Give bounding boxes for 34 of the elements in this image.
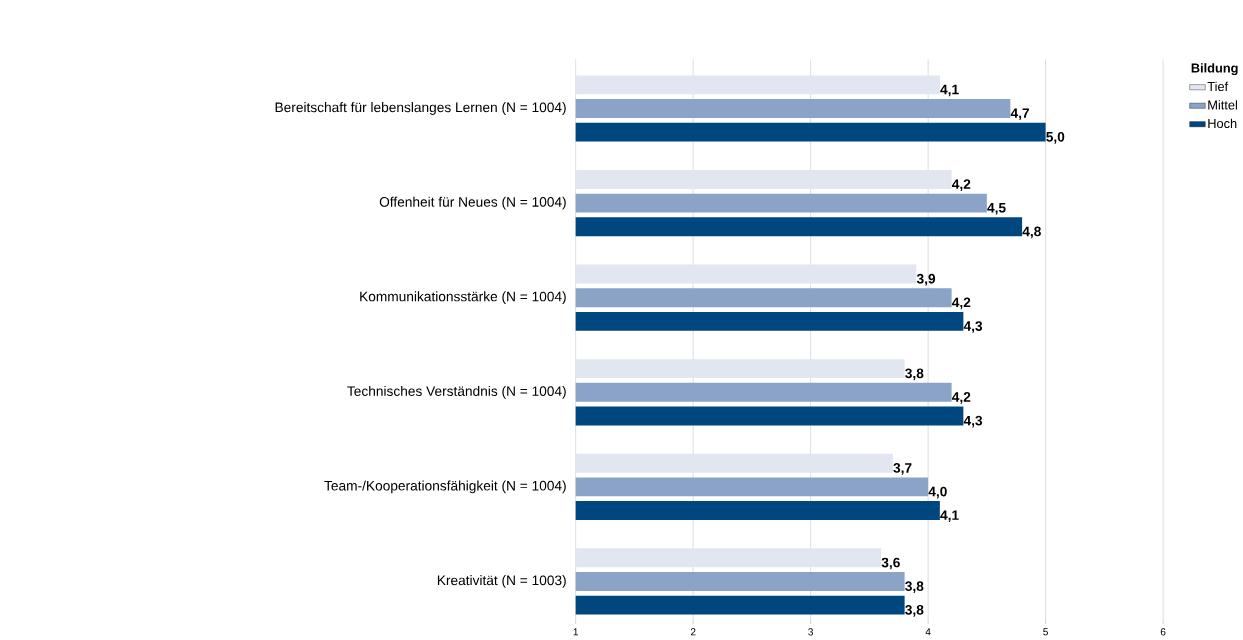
data-label: 4,1 bbox=[940, 84, 959, 97]
data-label: 3,9 bbox=[916, 274, 936, 286]
y-tick-label: Kommunikationsstärke (N = 1004) bbox=[360, 291, 566, 305]
data-label: 4,2 bbox=[952, 297, 971, 310]
data-label: 3,8 bbox=[905, 581, 924, 594]
y-tick-label: Bereitschaft für lebenslanges Lernen (N = 1004) bbox=[275, 102, 566, 116]
x-tick-label: 6 bbox=[1160, 628, 1166, 636]
y-tick-label: Team-/Kooperationsfähigkeit (N = 1004) bbox=[324, 480, 566, 494]
x-tick-label: 3 bbox=[808, 628, 813, 636]
x-tick-label: 1 bbox=[573, 628, 578, 636]
legend-label: Hoch bbox=[1208, 118, 1237, 129]
data-label: 4,0 bbox=[928, 486, 947, 499]
legend-title: Bildung bbox=[1191, 63, 1238, 76]
data-label: 4,3 bbox=[963, 415, 983, 428]
data-label: 4,2 bbox=[952, 179, 971, 192]
y-tick-label: Technisches Verständnis (N = 1004) bbox=[347, 386, 566, 399]
data-label: 3,8 bbox=[905, 368, 924, 381]
x-tick-label: 4 bbox=[925, 628, 931, 636]
x-tick-label: 5 bbox=[1043, 628, 1048, 636]
data-label: 3,8 bbox=[905, 605, 924, 617]
y-tick-label: Offenheit für Neues (N = 1004) bbox=[379, 196, 566, 210]
data-label: 4,5 bbox=[987, 203, 1006, 215]
legend-label: Tief bbox=[1207, 81, 1229, 92]
data-label: 3,7 bbox=[893, 463, 912, 475]
data-label: 3,6 bbox=[881, 557, 900, 570]
y-tick-label: Kreativität (N = 1003) bbox=[437, 575, 566, 588]
data-label: 4,2 bbox=[952, 392, 971, 404]
data-label: 4,8 bbox=[1022, 226, 1041, 239]
data-label: 5,0 bbox=[1046, 132, 1065, 144]
data-label: 4,1 bbox=[940, 510, 959, 523]
x-tick-label: 2 bbox=[690, 628, 696, 636]
data-label: 4,7 bbox=[1010, 108, 1029, 121]
data-label: 4,3 bbox=[963, 321, 983, 333]
legend-label: Mittel bbox=[1208, 100, 1237, 110]
